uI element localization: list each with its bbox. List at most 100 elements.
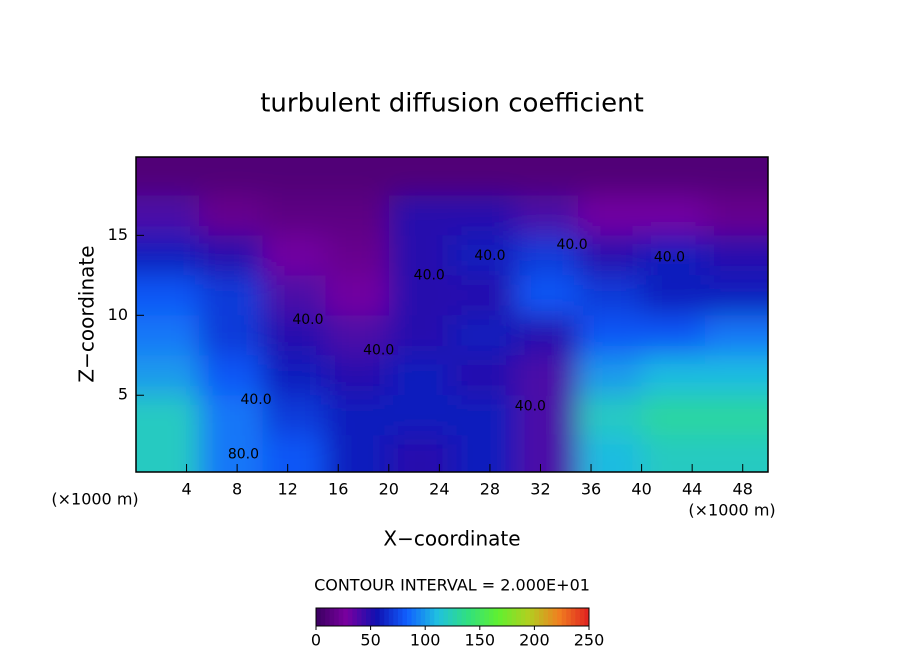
field-cell [199,395,264,437]
colorbar-swatch [388,608,394,626]
field-cell [262,355,327,397]
field-cell [388,195,453,237]
field-cell [136,235,201,277]
colorbar-swatch [552,608,558,626]
colorbar-swatch [507,608,513,626]
colorbar-swatch [438,608,444,626]
colorbar-swatch [443,608,449,626]
colorbar-swatch [366,608,372,626]
field-cell [641,235,706,277]
field-cell [388,315,453,357]
colorbar-swatch [352,608,358,626]
field-cell [199,235,264,277]
y-tick-label: 10 [108,305,128,324]
field-cell [578,355,643,397]
field [136,157,768,472]
colorbar-tick-label: 100 [410,631,441,650]
contour-label: 40.0 [363,342,394,358]
contour-label: 40.0 [414,267,445,283]
colorbar-swatch [461,608,467,626]
y-tick-label: 15 [108,225,128,244]
x-tick-label: 48 [733,480,753,499]
colorbar-swatch [584,608,590,626]
field-cell [262,435,327,472]
x-tick-label: 16 [328,480,348,499]
colorbar-swatch [529,608,535,626]
colorbar-swatch [338,608,344,626]
field-cell [325,355,390,397]
colorbar-swatch [393,608,399,626]
field-cell [704,275,768,317]
field-cell [262,395,327,437]
field-cell [136,395,201,437]
colorbar-swatch [402,608,408,626]
colorbar-swatch [575,608,581,626]
contour-label: 40.0 [556,237,587,253]
field-cell [704,435,768,472]
colorbar-swatch [370,608,376,626]
y-axis-label: Z−coordinate [75,245,99,382]
colorbar-swatch [543,608,549,626]
colorbar-tick-label: 150 [465,631,496,650]
colorbar-swatch [429,608,435,626]
field-cell [388,395,453,437]
field-cell [136,195,201,237]
colorbar-swatch [384,608,390,626]
field-cell [704,235,768,277]
colorbar-swatch [548,608,554,626]
colorbar-swatch [361,608,367,626]
field-cell [452,275,517,317]
field-cell [199,275,264,317]
colorbar-swatch [447,608,453,626]
x-tick-label: 44 [682,480,702,499]
colorbar-swatch [498,608,504,626]
field-cell [388,235,453,277]
colorbar-swatch [511,608,517,626]
colorbar-swatch [557,608,563,626]
colorbar-swatch [452,608,458,626]
field-cell [325,157,390,197]
colorbar-tick-label: 250 [574,631,605,650]
field-cell [199,195,264,237]
colorbar-swatch [525,608,531,626]
field-cell [136,157,201,197]
colorbar-swatch [516,608,522,626]
field-cell [325,395,390,437]
colorbar-swatch [425,608,431,626]
colorbar [316,608,590,626]
contour-label: 40.0 [654,250,685,266]
field-cell [704,395,768,437]
colorbar-swatch [397,608,403,626]
colorbar-swatch [502,608,508,626]
field-cell [578,157,643,197]
field-cell [325,315,390,357]
field-cell [641,355,706,397]
field-cell [136,275,201,317]
colorbar-swatch [479,608,485,626]
field-cell [515,275,580,317]
contour-label: 40.0 [474,248,505,264]
field-cell [641,157,706,197]
field-cell [515,435,580,472]
field-cell [704,315,768,357]
colorbar-swatch [407,608,413,626]
field-cell [578,275,643,317]
x-tick-label: 8 [232,480,242,499]
colorbar-swatch [375,608,381,626]
x-axis-label: X−coordinate [383,527,520,551]
field-cell [388,355,453,397]
colorbar-swatch [534,608,540,626]
field-cell [325,275,390,317]
colorbar-swatch [493,608,499,626]
field-cell [578,195,643,237]
field-cell [262,195,327,237]
x-tick-label: 32 [530,480,550,499]
x-unit: (×1000 m) [51,490,138,509]
field-cell [262,315,327,357]
x-tick-label: 36 [581,480,601,499]
field-cell [388,157,453,197]
field-cell [641,195,706,237]
field-cell [641,275,706,317]
field-cell [325,435,390,472]
